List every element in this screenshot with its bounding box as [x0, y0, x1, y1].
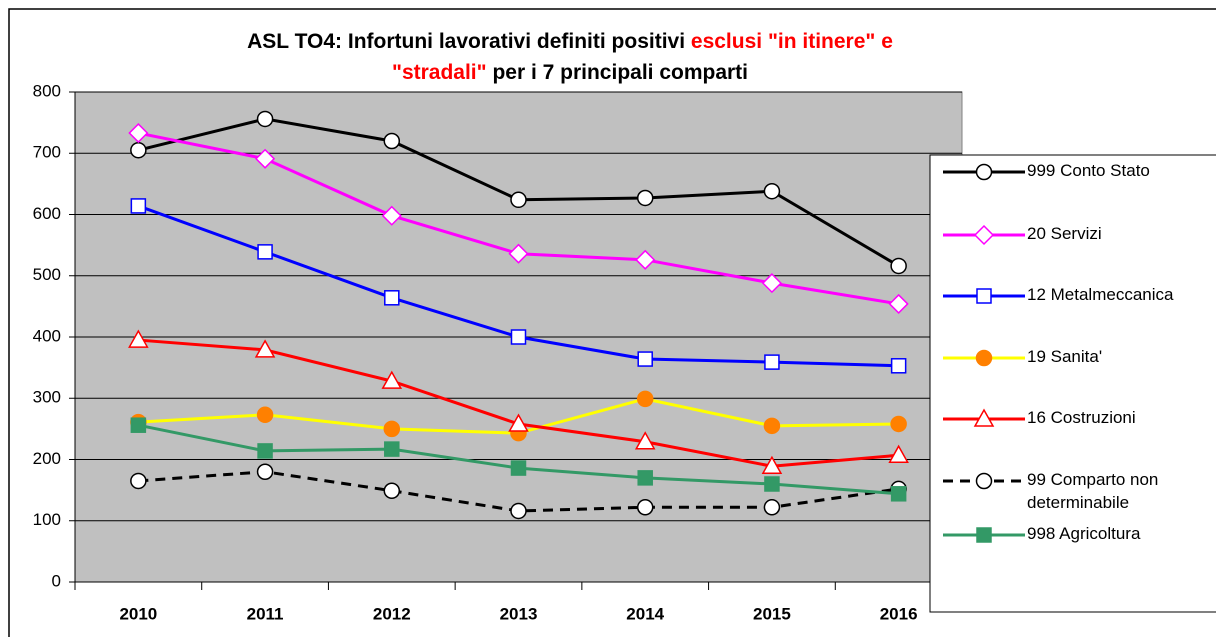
y-tick-label: 400 [33, 326, 61, 345]
x-tick-label: 2013 [500, 604, 538, 623]
legend-label: 16 Costruzioni [1027, 408, 1136, 427]
y-tick-label: 600 [33, 204, 61, 223]
legend-label: 20 Servizi [1027, 224, 1102, 243]
x-tick-label: 2011 [247, 604, 284, 623]
y-tick-label: 800 [33, 81, 61, 100]
legend-marker [975, 163, 993, 181]
legend-marker [973, 408, 995, 427]
data-point [383, 420, 401, 438]
data-point [256, 463, 274, 480]
chart-title: "stradali" per i 7 principali comparti [392, 61, 748, 84]
data-point [255, 148, 276, 169]
data-point [381, 370, 403, 389]
data-point [636, 499, 654, 516]
y-tick-label: 300 [33, 388, 61, 407]
data-point [510, 502, 527, 520]
legend-marker [976, 527, 992, 543]
data-point [383, 482, 401, 499]
legend-label: 998 Agricoltura [1027, 524, 1141, 543]
data-point [761, 455, 783, 474]
legend-label: 99 Comparto non determinabile [1027, 470, 1163, 512]
data-point [890, 358, 907, 374]
x-tick-label: 2012 [373, 604, 411, 623]
legend-marker [975, 472, 993, 490]
data-point [256, 406, 274, 424]
y-tick-label: 700 [33, 143, 61, 162]
y-tick-label: 0 [52, 571, 61, 590]
data-point [130, 472, 147, 490]
data-point [636, 390, 654, 408]
data-point [510, 329, 527, 345]
data-point [130, 198, 147, 214]
data-point [384, 441, 400, 457]
y-tick-label: 200 [33, 449, 61, 468]
data-point [890, 257, 907, 275]
data-point [128, 329, 149, 348]
y-tick-label: 500 [33, 265, 61, 284]
data-point [890, 486, 907, 502]
data-point [130, 141, 147, 159]
data-point [508, 243, 529, 264]
data-point [888, 293, 909, 314]
x-tick-label: 2015 [753, 604, 791, 623]
y-tick-label: 100 [33, 510, 61, 529]
x-tick-label: 2010 [119, 604, 157, 623]
data-point [890, 415, 907, 433]
title-part: per i 7 principali comparti [487, 61, 748, 84]
x-tick-label: 2014 [626, 604, 664, 623]
data-point [635, 249, 656, 270]
data-point [637, 351, 653, 367]
data-point [763, 417, 781, 435]
x-tick-label: 2016 [880, 604, 918, 623]
legend-marker [973, 224, 995, 246]
legend-marker [976, 288, 992, 304]
title-part: "stradali" [392, 61, 487, 84]
data-point [384, 290, 400, 306]
data-point [510, 460, 527, 476]
data-point [130, 417, 147, 433]
data-point [257, 443, 273, 459]
data-point [888, 444, 909, 463]
data-point [761, 273, 782, 294]
title-part: esclusi "in itinere" e [691, 30, 893, 53]
data-point [763, 182, 781, 200]
chart-title: ASL TO4: Infortuni lavorativi definiti p… [247, 30, 893, 53]
data-point [128, 122, 149, 144]
legend-label: 19 Sanita' [1027, 347, 1102, 366]
data-point [383, 132, 401, 150]
data-point [254, 339, 276, 358]
data-point [764, 476, 780, 492]
legend-label: 12 Metalmeccanica [1027, 285, 1174, 304]
data-point [763, 499, 781, 516]
data-point [256, 110, 274, 128]
data-point [634, 431, 656, 450]
data-point [636, 189, 654, 207]
data-point [508, 413, 529, 432]
legend-label: 999 Conto Stato [1027, 161, 1150, 180]
data-point [637, 470, 653, 486]
data-point [381, 205, 402, 226]
legend-marker [975, 349, 993, 367]
title-part: ASL TO4: Infortuni lavorativi definiti p… [247, 30, 691, 53]
data-point [510, 191, 527, 209]
data-point [257, 244, 273, 260]
data-point [764, 354, 780, 370]
